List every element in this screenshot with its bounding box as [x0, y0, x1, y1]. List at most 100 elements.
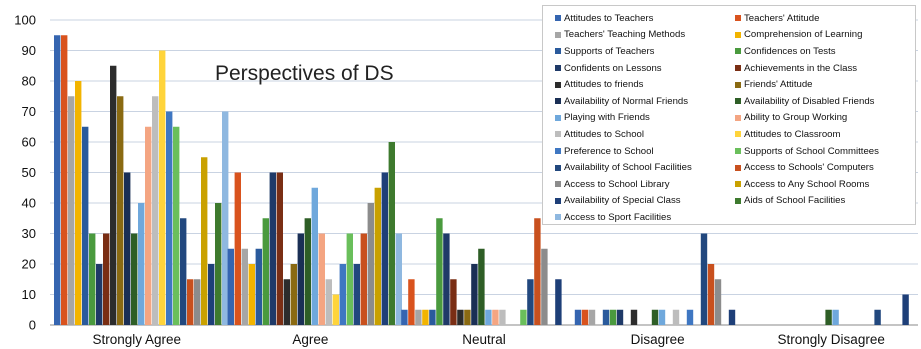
bar — [346, 233, 353, 325]
legend-swatch — [555, 214, 561, 221]
bar — [672, 309, 680, 325]
y-tick-label: 50 — [22, 165, 36, 180]
y-tick-label: 40 — [22, 196, 36, 211]
bar — [555, 279, 562, 325]
legend-item: Confidences on Tests — [735, 43, 911, 60]
legend-label: Confidences on Tests — [744, 45, 836, 57]
bar — [401, 309, 408, 325]
legend-label: Playing with Friends — [564, 112, 650, 124]
bar — [173, 126, 180, 325]
legend-swatch — [735, 148, 741, 155]
bar — [457, 309, 464, 325]
bar — [471, 264, 478, 325]
bar — [68, 96, 75, 325]
bar — [450, 279, 457, 325]
y-tick-label: 70 — [22, 104, 36, 119]
legend-swatch — [735, 65, 741, 72]
category-label: Neutral — [462, 332, 506, 347]
bar — [832, 309, 839, 325]
legend-label: Supports of School Committees — [744, 145, 879, 157]
y-tick-label: 10 — [22, 287, 36, 302]
y-tick-label: 30 — [22, 226, 36, 241]
bar — [602, 309, 610, 325]
bar — [686, 309, 694, 325]
bar — [616, 309, 624, 325]
bar — [825, 309, 832, 325]
bar — [325, 279, 332, 325]
legend-label: Attitudes to friends — [564, 79, 644, 91]
legend-item: Preference to School — [555, 143, 731, 160]
bar — [215, 203, 222, 325]
legend-item: Availability of School Facilities — [555, 159, 731, 176]
legend-label: Achievements in the Class — [744, 62, 858, 74]
legend: Attitudes to Teachers Teachers' Attitude T… — [542, 5, 916, 225]
bar — [311, 187, 318, 325]
bar — [159, 50, 166, 325]
legend-item: Supports of Teachers — [555, 43, 731, 60]
legend-swatch — [555, 15, 561, 22]
bar — [408, 279, 415, 325]
bar — [353, 264, 360, 325]
y-tick-label: 0 — [29, 318, 36, 333]
category-label: Agree — [292, 332, 328, 347]
legend-label: Comprehension of Learning — [744, 29, 863, 41]
bar — [103, 233, 110, 325]
legend-swatch — [735, 98, 741, 105]
legend-swatch — [555, 131, 561, 138]
bar — [485, 309, 492, 325]
bars — [54, 35, 909, 325]
category-label: Disagree — [631, 332, 685, 347]
bar — [520, 309, 527, 325]
legend-item: Access to Sport Facilities — [555, 209, 731, 226]
bar — [581, 309, 589, 325]
bar — [54, 35, 61, 325]
bar — [110, 65, 117, 325]
legend-swatch — [735, 15, 741, 22]
legend-swatch — [735, 48, 741, 55]
legend-swatch — [555, 98, 561, 105]
legend-label: Supports of Teachers — [564, 45, 655, 57]
legend-swatch — [555, 197, 561, 204]
bar — [700, 233, 708, 325]
bar — [75, 81, 82, 325]
legend-item: Availability of Disabled Friends — [735, 93, 911, 110]
y-tick-label: 100 — [14, 13, 36, 28]
bar — [609, 309, 617, 325]
legend-item: Achievements in the Class — [735, 60, 911, 77]
legend-item: Aids of School Facilities — [735, 193, 911, 210]
bar — [248, 264, 255, 325]
bar — [222, 111, 229, 325]
bar — [290, 264, 297, 325]
bar — [166, 111, 173, 325]
bar — [541, 248, 548, 325]
category-label: Strongly Disagree — [778, 332, 885, 347]
legend-label: Confidents on Lessons — [564, 62, 662, 74]
bar — [651, 309, 659, 325]
legend-item: Attitudes to friends — [555, 76, 731, 93]
legend-item: Availability of Special Class — [555, 193, 731, 210]
bar — [874, 309, 881, 325]
legend-swatch — [555, 31, 561, 38]
y-axis-ticks: 0 10 20 30 40 50 60 70 80 90 100 — [14, 13, 36, 333]
legend-item: Teachers' Teaching Methods — [555, 27, 731, 44]
bar — [276, 172, 283, 325]
legend-item: Access to Schools' Computers — [735, 159, 911, 176]
legend-item: Playing with Friends — [555, 110, 731, 127]
bar — [227, 248, 234, 325]
bar — [395, 233, 402, 325]
legend-item: Attitudes to Teachers — [555, 10, 731, 27]
legend-label: Attitudes to School — [564, 128, 644, 140]
legend-item: Availability of Normal Friends — [555, 93, 731, 110]
legend-item: Supports of School Committees — [735, 143, 911, 160]
y-tick-label: 80 — [22, 74, 36, 89]
legend-label: Access to Sport Facilities — [564, 211, 672, 223]
bar — [388, 142, 395, 325]
legend-swatch — [735, 81, 741, 88]
legend-swatch — [735, 31, 741, 38]
bar — [208, 264, 215, 325]
bar — [255, 248, 262, 325]
category-label: Strongly Agree — [93, 332, 182, 347]
bar — [187, 279, 194, 325]
legend-label: Ability to Group Working — [744, 112, 848, 124]
